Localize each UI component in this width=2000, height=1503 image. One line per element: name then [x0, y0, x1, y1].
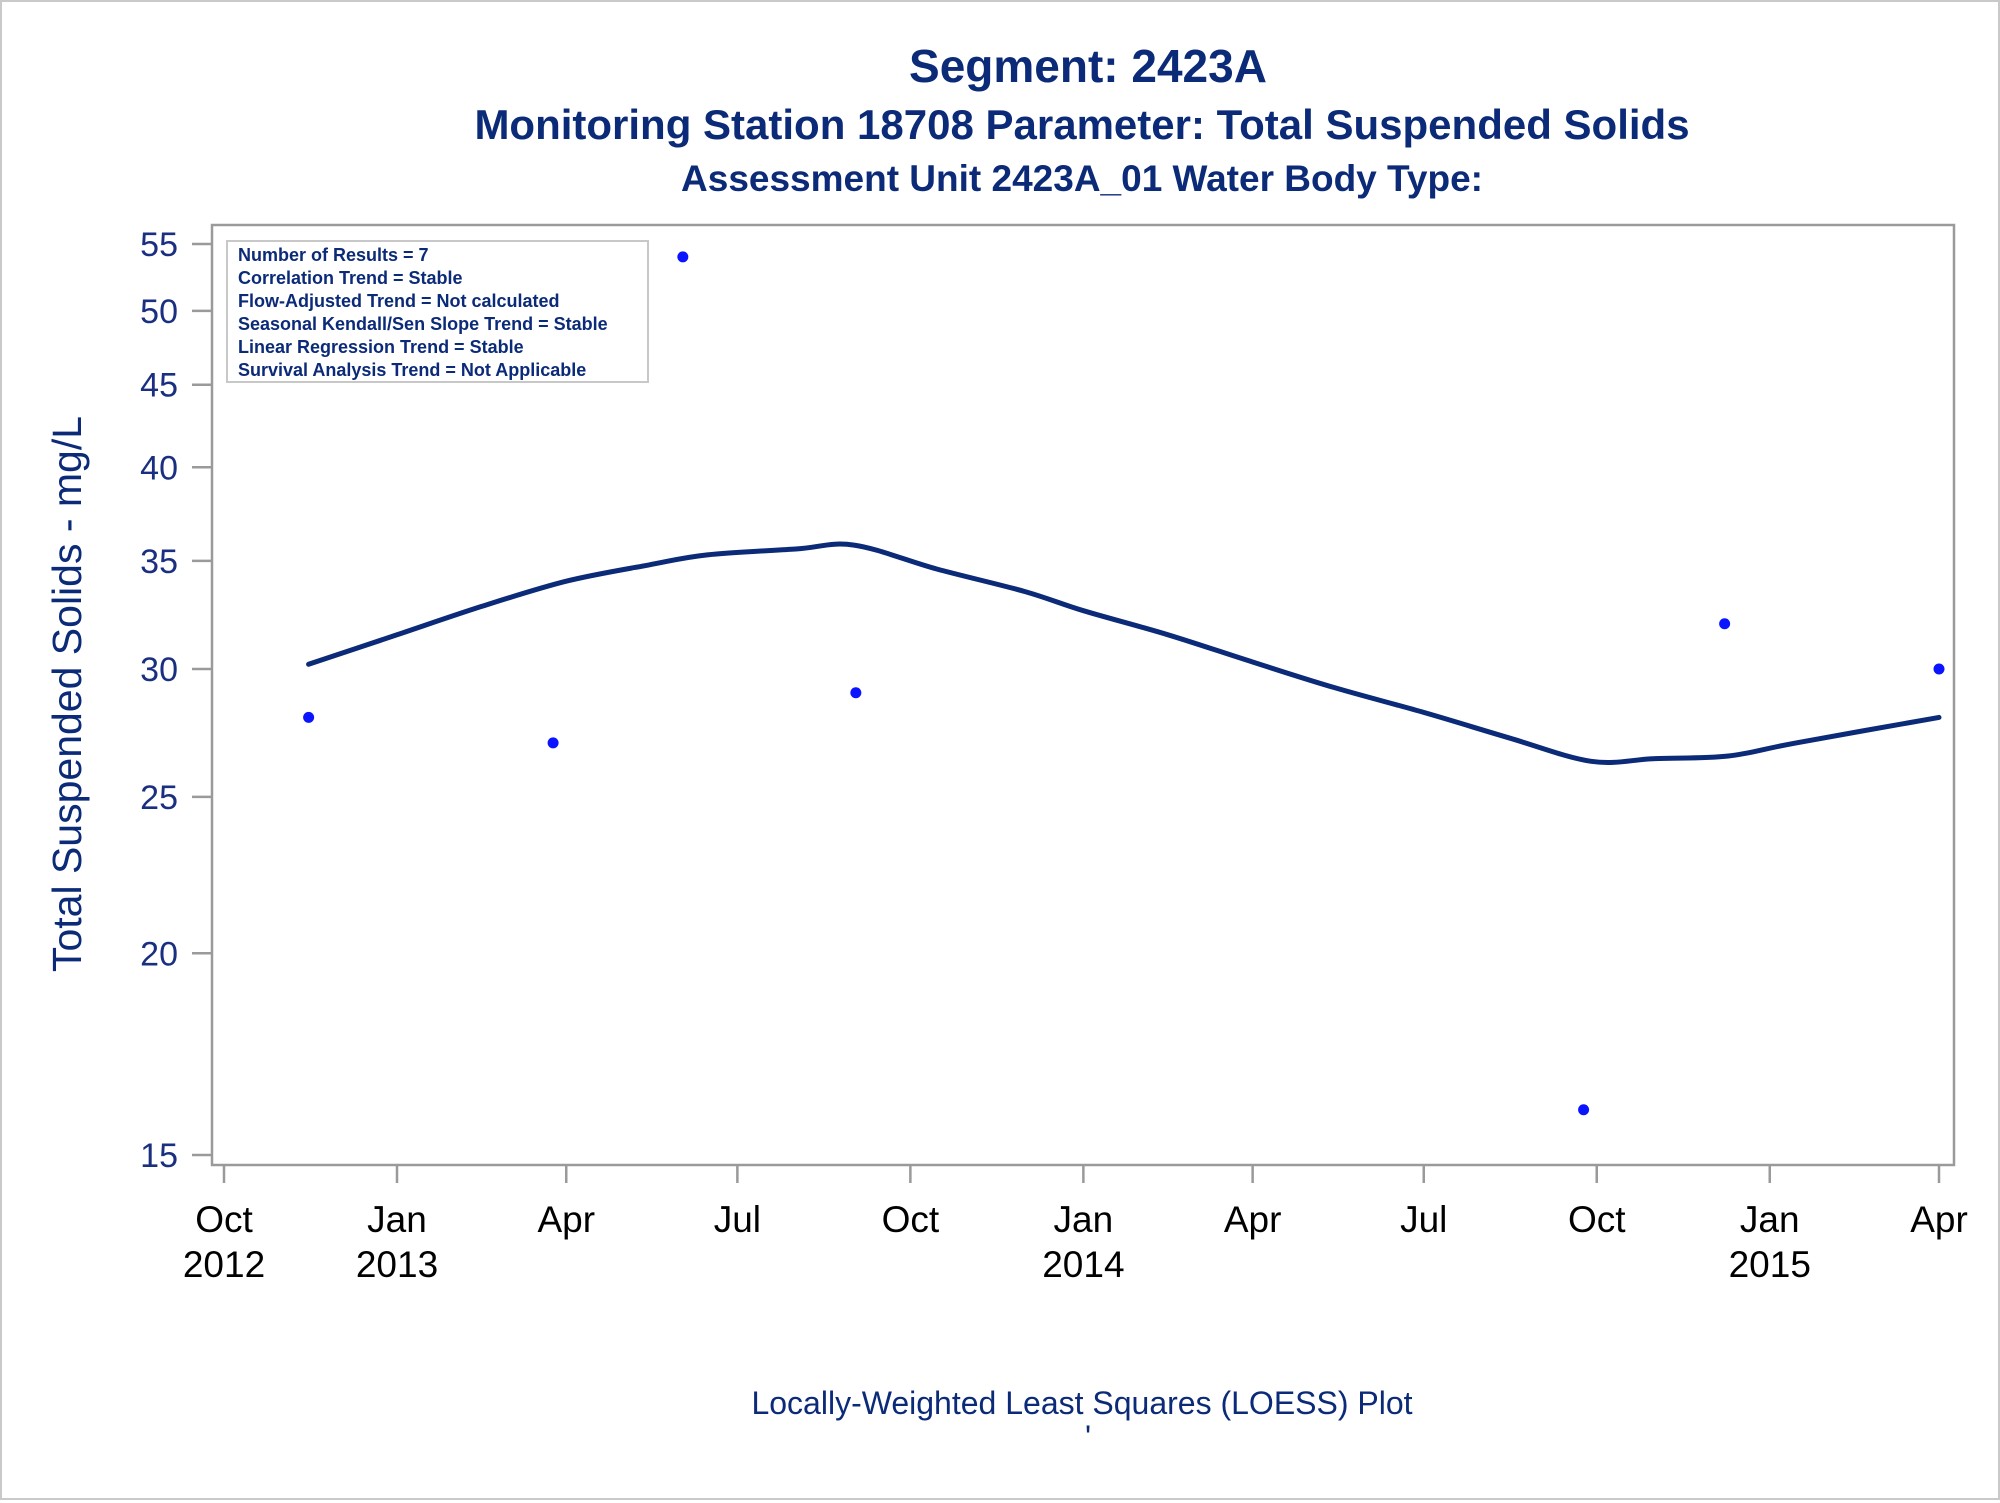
- y-tick-label: 20: [140, 935, 178, 973]
- y-tick-label: 40: [140, 449, 178, 487]
- y-axis: 15 20 25 30 35 40 45 50 55: [140, 226, 212, 1175]
- x-tick-label-month: Jul: [714, 1199, 761, 1240]
- x-tick-label-month: Jul: [1400, 1199, 1447, 1240]
- chart-title: Segment: 2423A: [909, 40, 1267, 92]
- y-tick-label: 15: [140, 1137, 178, 1175]
- x-tick-label-month: Oct: [1568, 1199, 1626, 1240]
- y-tick-label: 55: [140, 226, 178, 264]
- data-point: [1578, 1104, 1590, 1116]
- footnote-mark: ': [1085, 1419, 1091, 1455]
- x-tick-label-year: 2015: [1729, 1244, 1811, 1285]
- y-tick-label: 50: [140, 293, 178, 331]
- stat-survival-analysis-trend: Survival Analysis Trend = Not Applicable: [238, 360, 586, 380]
- chart-subtitle-station: Monitoring Station 18708 Parameter: Tota…: [474, 101, 1689, 148]
- x-tick-label-month: Apr: [1224, 1199, 1282, 1240]
- stat-number-of-results: Number of Results = 7: [238, 245, 429, 265]
- y-tick-label: 25: [140, 779, 178, 817]
- data-point: [1719, 618, 1731, 630]
- x-tick-label-year: 2014: [1042, 1244, 1124, 1285]
- data-point: [850, 687, 862, 699]
- chart-subtitle-assessment: Assessment Unit 2423A_01 Water Body Type…: [681, 158, 1483, 199]
- series-layer: [303, 251, 1945, 1116]
- data-point: [547, 737, 559, 749]
- data-point: [677, 251, 689, 263]
- x-tick-label-month: Jan: [1054, 1199, 1114, 1240]
- stat-seasonal-kendall-trend: Seasonal Kendall/Sen Slope Trend = Stabl…: [238, 314, 608, 334]
- stat-correlation-trend: Correlation Trend = Stable: [238, 268, 463, 288]
- stat-flow-adjusted-trend: Flow-Adjusted Trend = Not calculated: [238, 291, 560, 311]
- stat-linear-regression-trend: Linear Regression Trend = Stable: [238, 337, 524, 357]
- x-tick-label-month: Oct: [882, 1199, 940, 1240]
- x-tick-label-month: Jan: [367, 1199, 427, 1240]
- x-tick-label-month: Jan: [1740, 1199, 1800, 1240]
- data-point: [303, 711, 315, 723]
- x-tick-label-month: Apr: [1910, 1199, 1968, 1240]
- loess-curve: [306, 541, 1942, 765]
- chart-footnote: Locally-Weighted Least Squares (LOESS) P…: [751, 1385, 1412, 1421]
- x-tick-label-month: Oct: [195, 1199, 253, 1240]
- y-tick-label: 30: [140, 651, 178, 689]
- y-tick-label: 45: [140, 367, 178, 405]
- y-tick-label: 35: [140, 543, 178, 581]
- y-axis-label: Total Suspended Solids - mg/L: [44, 416, 90, 972]
- x-tick-label-year: 2012: [183, 1244, 265, 1285]
- x-tick-label-month: Apr: [537, 1199, 595, 1240]
- x-tick-label-year: 2013: [356, 1244, 438, 1285]
- data-point: [1933, 663, 1945, 675]
- stats-box-border: [226, 240, 649, 383]
- stats-legend-box: Number of Results = 7 Correlation Trend …: [226, 240, 649, 383]
